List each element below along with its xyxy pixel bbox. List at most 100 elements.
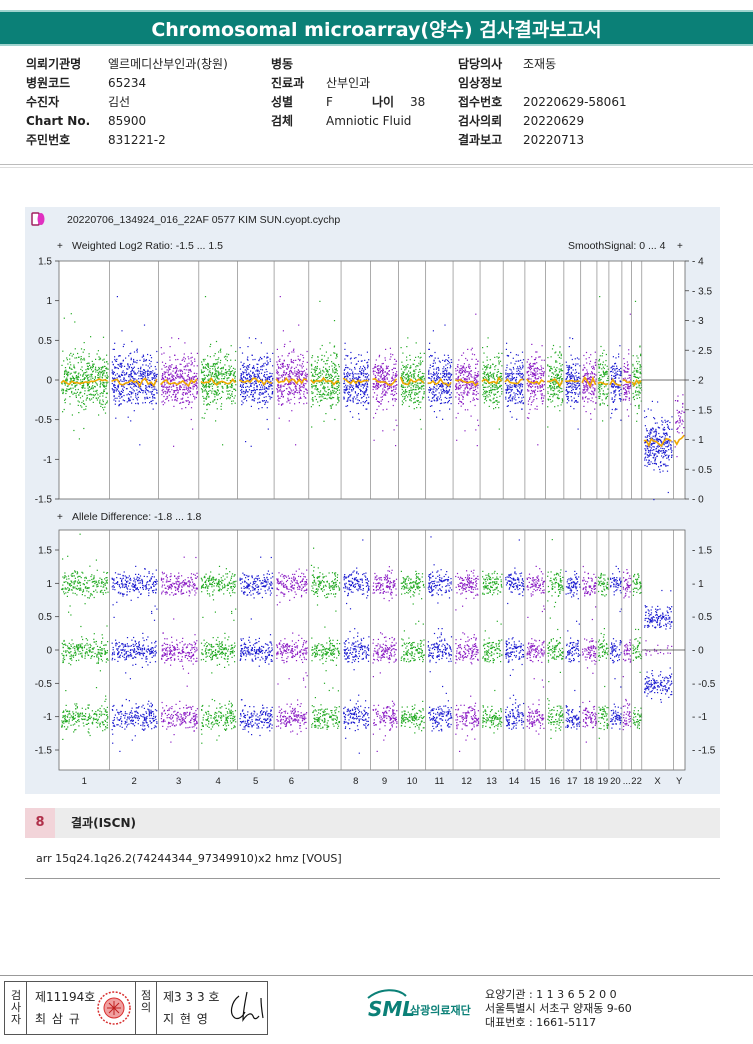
log2-point bbox=[209, 401, 212, 403]
log2-point bbox=[190, 360, 192, 362]
log2-point bbox=[574, 400, 577, 402]
log2-point bbox=[327, 376, 329, 379]
log2-point bbox=[551, 348, 554, 350]
log2-point bbox=[134, 383, 136, 385]
log2-point bbox=[246, 382, 248, 385]
log2-point bbox=[430, 373, 432, 375]
log2-point bbox=[492, 402, 494, 404]
log2-point bbox=[346, 405, 349, 407]
log2-point bbox=[568, 373, 570, 375]
log2-point bbox=[533, 399, 535, 401]
log2-point bbox=[445, 389, 448, 391]
log2-point bbox=[435, 394, 437, 396]
log2-point bbox=[137, 403, 139, 405]
log2-point bbox=[477, 392, 479, 395]
log2-point bbox=[190, 418, 192, 421]
log2-point bbox=[418, 362, 420, 364]
log2-point bbox=[420, 428, 422, 430]
log2-point bbox=[550, 367, 552, 369]
log2-point bbox=[187, 369, 189, 371]
log2-point bbox=[168, 369, 170, 371]
log2-point bbox=[439, 386, 441, 388]
log2-point bbox=[355, 398, 357, 400]
log2-point bbox=[406, 386, 409, 388]
log2-point bbox=[250, 391, 253, 393]
log2-point bbox=[152, 389, 154, 391]
log2-point bbox=[299, 371, 301, 373]
log2-point bbox=[428, 373, 430, 375]
log2-point bbox=[230, 386, 232, 388]
log2-point bbox=[346, 378, 348, 380]
log2-point bbox=[140, 375, 142, 377]
log2-point bbox=[289, 370, 291, 372]
log2-point bbox=[391, 389, 393, 392]
log2-point bbox=[385, 390, 387, 392]
info-row: Chart No. 85900 bbox=[26, 114, 147, 128]
log2-point bbox=[291, 361, 293, 363]
log2-point bbox=[280, 390, 282, 392]
log2-point bbox=[123, 365, 126, 367]
log2-point bbox=[460, 405, 462, 407]
log2-point bbox=[218, 378, 220, 380]
log2-point bbox=[289, 402, 291, 404]
log2-point bbox=[175, 366, 177, 369]
log2-point bbox=[491, 382, 493, 385]
log2-point bbox=[556, 393, 558, 395]
log2-point bbox=[74, 378, 76, 380]
log2-point bbox=[477, 373, 479, 375]
log2-point bbox=[354, 368, 356, 370]
log2-point bbox=[100, 372, 102, 374]
log2-point bbox=[113, 383, 115, 386]
log2-point bbox=[208, 374, 210, 376]
smooth-signal-line bbox=[504, 378, 524, 385]
log2-point bbox=[358, 376, 360, 378]
log2-point bbox=[446, 379, 448, 381]
log2-point bbox=[379, 372, 381, 374]
log2-point bbox=[224, 373, 226, 375]
log2-point bbox=[130, 392, 133, 394]
log2-point bbox=[295, 387, 297, 389]
log2-point bbox=[260, 366, 262, 368]
log2-point bbox=[176, 389, 178, 391]
log2-point bbox=[239, 368, 242, 370]
log2-point bbox=[162, 386, 164, 388]
log2-point bbox=[395, 380, 397, 383]
log2-point bbox=[114, 342, 116, 344]
log2-point bbox=[252, 395, 254, 397]
log2-point bbox=[352, 389, 354, 391]
log2-point bbox=[168, 374, 170, 376]
log2-point bbox=[138, 386, 140, 388]
log2-point bbox=[213, 383, 215, 386]
log2-point bbox=[519, 373, 521, 375]
log2-point bbox=[446, 375, 448, 377]
log2-point bbox=[192, 385, 194, 387]
log2-point bbox=[281, 364, 284, 366]
log2-point bbox=[135, 402, 137, 405]
log2-point bbox=[436, 400, 438, 402]
log2-point bbox=[345, 364, 347, 366]
log2-point bbox=[141, 370, 143, 373]
log2-point bbox=[164, 402, 166, 404]
log2-point bbox=[338, 382, 341, 384]
log2-point bbox=[272, 365, 274, 367]
log2-point bbox=[466, 383, 468, 385]
log2-point bbox=[294, 390, 296, 392]
log2-point bbox=[102, 370, 104, 372]
log2-point bbox=[320, 372, 322, 374]
log2-point bbox=[446, 391, 448, 393]
log2-point bbox=[367, 366, 369, 368]
log2-point bbox=[577, 395, 580, 397]
log2-point bbox=[325, 374, 327, 376]
log2-point bbox=[315, 373, 317, 375]
log2-point bbox=[594, 390, 596, 392]
log2-point bbox=[106, 368, 108, 370]
log2-point bbox=[567, 369, 569, 371]
log2-point bbox=[306, 402, 308, 404]
log2-point bbox=[333, 352, 335, 354]
log2-point bbox=[114, 384, 116, 386]
log2-point bbox=[534, 386, 537, 388]
log2-point bbox=[204, 412, 206, 414]
log2-point bbox=[322, 396, 324, 398]
log2-point bbox=[569, 376, 571, 379]
log2-point bbox=[186, 400, 188, 402]
